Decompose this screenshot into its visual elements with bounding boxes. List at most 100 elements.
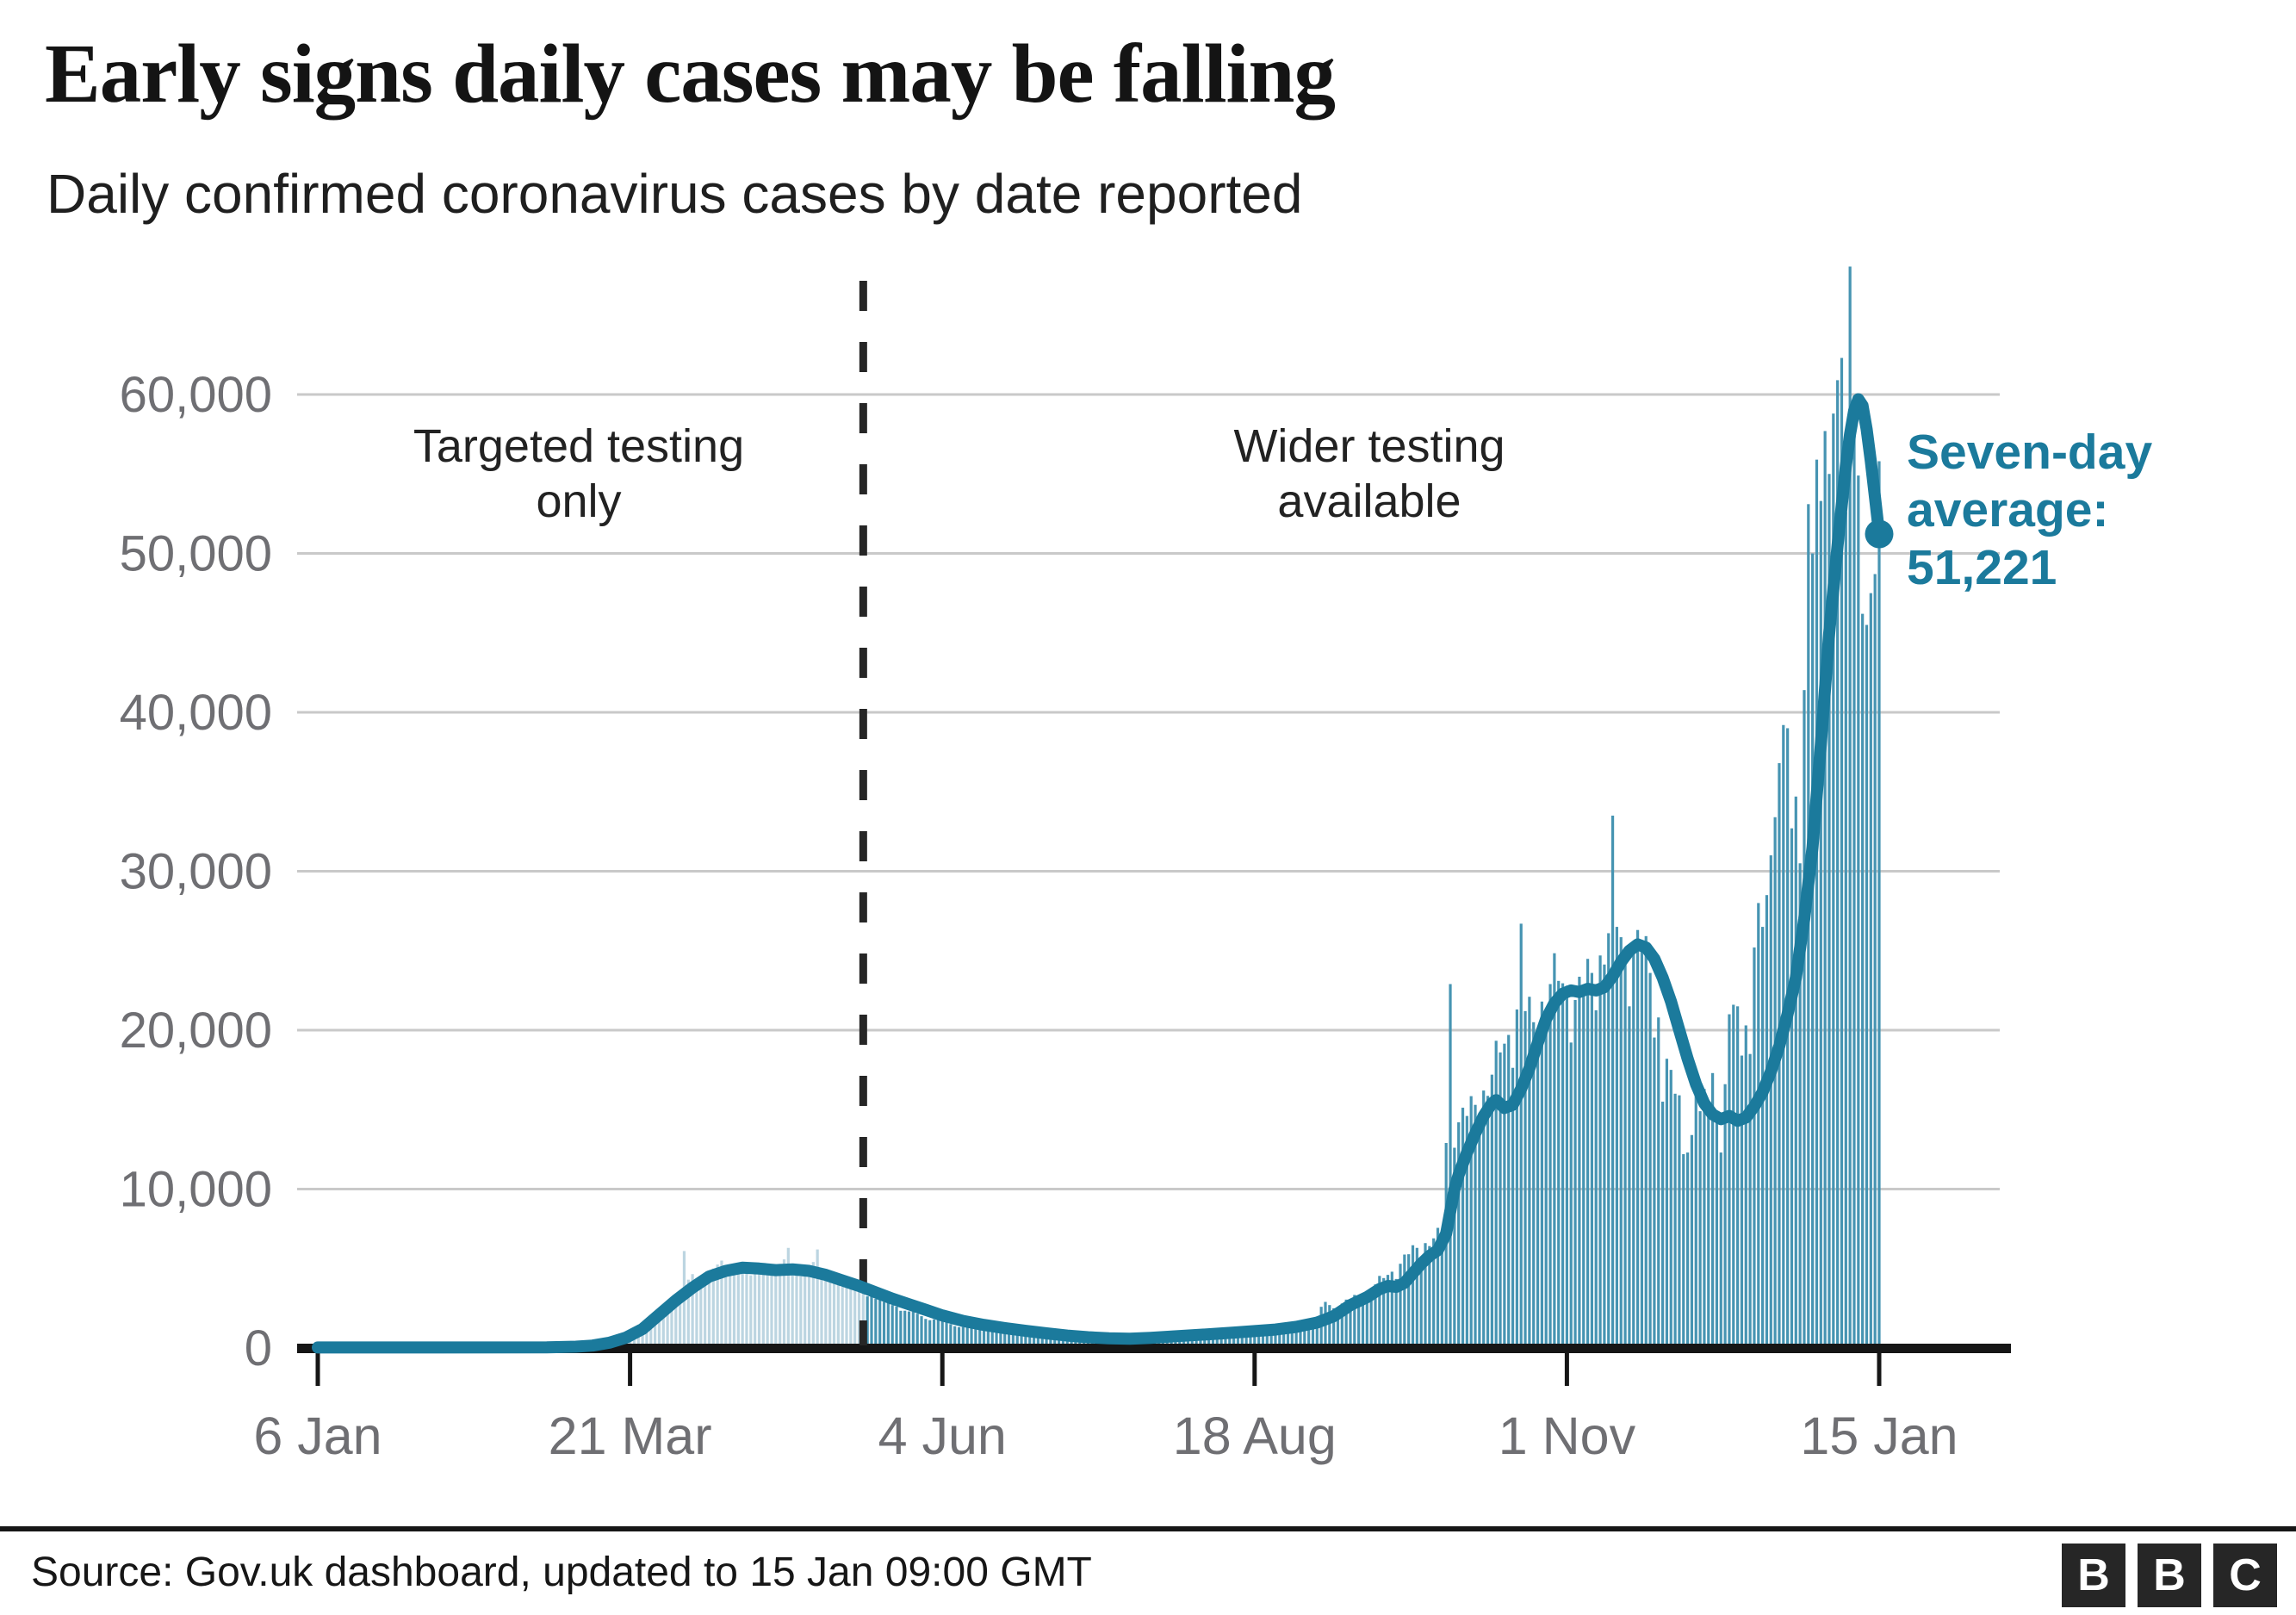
daily-cases-bar (953, 1326, 957, 1348)
daily-cases-bar (770, 1270, 773, 1348)
daily-cases-bar (1357, 1295, 1361, 1348)
daily-cases-bar (1811, 553, 1815, 1348)
daily-cases-bar (1548, 984, 1552, 1348)
daily-cases-bar (1565, 985, 1568, 1348)
daily-cases-bar (1686, 1152, 1690, 1348)
daily-cases-bar (1657, 1017, 1660, 1348)
daily-cases-bar (804, 1270, 807, 1348)
daily-cases-bar (1478, 1127, 1481, 1348)
daily-cases-bar (666, 1301, 669, 1348)
daily-cases-bar (1361, 1299, 1365, 1348)
daily-cases-bar (1715, 1114, 1719, 1348)
daily-cases-bar (1257, 1328, 1261, 1348)
daily-cases-bar (1653, 1037, 1656, 1348)
daily-cases-bar (1836, 380, 1840, 1348)
daily-cases-bar (1307, 1324, 1311, 1348)
daily-cases-bar (866, 1296, 869, 1348)
daily-cases-bar (729, 1265, 732, 1348)
daily-cases-bar (945, 1322, 948, 1348)
daily-cases-bar (828, 1275, 832, 1348)
daily-cases-bar (853, 1285, 857, 1348)
daily-cases-bar (1494, 1040, 1498, 1348)
daily-cases-bar (649, 1315, 653, 1348)
daily-cases-bar (661, 1308, 665, 1348)
daily-cases-bar (940, 1320, 944, 1348)
daily-cases-bar (1660, 1102, 1665, 1348)
phase-label-line: available (1277, 475, 1461, 527)
daily-cases-bar (720, 1260, 723, 1348)
daily-cases-bar (836, 1284, 840, 1348)
y-tick-label: 60,000 (120, 367, 272, 423)
daily-cases-bar (1269, 1327, 1273, 1348)
daily-cases-bar (1861, 613, 1865, 1348)
daily-cases-bar (1557, 980, 1561, 1348)
daily-cases-bar (1390, 1271, 1393, 1348)
annotation-line: average: (1907, 482, 2109, 537)
daily-cases-bar (1082, 1339, 1086, 1348)
daily-cases-bar (820, 1273, 823, 1348)
daily-cases-bar (1261, 1328, 1265, 1348)
daily-cases-bar (1694, 1090, 1697, 1348)
daily-cases-bar (982, 1329, 986, 1348)
daily-cases-bar (1748, 1053, 1752, 1348)
daily-cases-bar (1623, 947, 1627, 1348)
daily-cases-bar (1382, 1277, 1386, 1348)
annotation-line: Seven-day (1907, 425, 2153, 480)
daily-cases-bar (1532, 1022, 1536, 1348)
daily-cases-bar (1294, 1324, 1298, 1348)
daily-cases-bar (1728, 1014, 1731, 1348)
daily-cases-bar (1378, 1276, 1381, 1348)
daily-cases-bar (1690, 1134, 1694, 1348)
x-axis-line (297, 1344, 2011, 1353)
daily-cases-bar (724, 1267, 728, 1348)
daily-cases-bar (791, 1271, 794, 1348)
daily-cases-bar (1411, 1245, 1415, 1348)
daily-cases-bar (1698, 1111, 1702, 1348)
daily-cases-bar (899, 1310, 903, 1348)
x-tick-label: 4 Jun (878, 1407, 1007, 1465)
daily-cases-bar (990, 1331, 994, 1348)
x-tick-label: 18 Aug (1173, 1407, 1337, 1465)
daily-cases-bar (732, 1265, 736, 1348)
daily-cases-bar (845, 1284, 848, 1348)
phase-label-targeted-testing: Targeted testing only (338, 419, 820, 529)
daily-cases-bar (1461, 1108, 1465, 1348)
daily-cases-bar (1819, 500, 1822, 1348)
daily-cases-bar (1353, 1295, 1356, 1348)
daily-cases-bar (1511, 1067, 1515, 1348)
daily-cases-bar (1436, 1227, 1440, 1348)
daily-cases-bar (924, 1319, 928, 1348)
daily-cases-bar (928, 1320, 932, 1348)
bbc-logo: B B C (2062, 1544, 2277, 1607)
daily-cases-bar (920, 1316, 923, 1348)
daily-cases-bar (1669, 1070, 1672, 1348)
daily-cases-bar (1703, 1089, 1706, 1348)
daily-cases-bar (1224, 1332, 1227, 1348)
daily-cases-bar (674, 1294, 678, 1348)
daily-cases-bar (1619, 937, 1623, 1348)
daily-cases-bar (657, 1309, 661, 1348)
daily-cases-bar (1032, 1335, 1036, 1348)
daily-cases-bar (1790, 828, 1794, 1348)
daily-cases-bar (886, 1301, 890, 1348)
x-tick-label: 15 Jan (1800, 1407, 1958, 1465)
daily-cases-bar (1482, 1090, 1486, 1348)
daily-cases-bar (1369, 1290, 1373, 1348)
daily-cases-bar (1544, 1010, 1548, 1348)
daily-cases-bar (841, 1287, 844, 1348)
daily-cases-bar (1877, 461, 1881, 1348)
daily-cases-bar (1215, 1332, 1219, 1348)
daily-cases-bar (741, 1268, 744, 1348)
daily-cases-bar (1732, 1004, 1735, 1348)
daily-cases-bar (1040, 1336, 1044, 1348)
daily-cases-bar (1869, 593, 1872, 1348)
daily-cases-bar (641, 1324, 644, 1348)
daily-cases-bar (965, 1327, 969, 1348)
daily-cases-bar (636, 1327, 640, 1348)
daily-cases-bar (716, 1264, 719, 1348)
daily-cases-bar (807, 1267, 811, 1348)
daily-cases-bar (1519, 923, 1523, 1348)
daily-cases-bar (1211, 1332, 1215, 1348)
phase-label-line: Targeted testing (413, 420, 745, 472)
daily-cases-bar (1678, 1095, 1681, 1348)
